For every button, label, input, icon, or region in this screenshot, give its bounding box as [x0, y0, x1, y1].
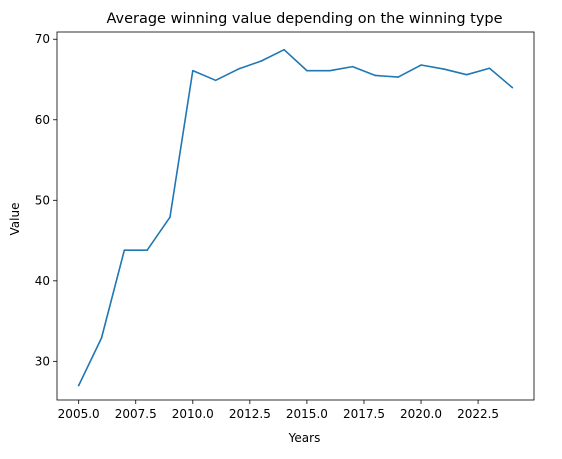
- data-point: [77, 384, 80, 387]
- x-tick-label: 2020.0: [400, 407, 442, 421]
- data-point: [214, 79, 217, 82]
- data-point: [123, 249, 126, 252]
- data-point: [283, 48, 285, 51]
- data-point: [328, 69, 331, 72]
- data-point: [100, 337, 103, 339]
- series-line: [77, 48, 514, 387]
- x-axis-label: Years: [288, 431, 321, 445]
- data-point: [260, 60, 263, 62]
- y-axis-label: Value: [8, 203, 22, 236]
- y-tick-label: 30: [35, 354, 50, 368]
- data-point: [511, 86, 514, 89]
- data-point: [237, 68, 240, 70]
- data-point: [192, 69, 194, 72]
- y-tick-label: 70: [35, 32, 50, 46]
- plot-frame: [56, 31, 535, 401]
- x-tick-label: 2007.5: [115, 407, 157, 421]
- data-point: [306, 69, 308, 72]
- data-point: [397, 76, 400, 78]
- data-point: [443, 68, 445, 70]
- x-axis: 2005.0 2007.5 2010.0 2012.5 2015.0 2017.5 2020…: [58, 400, 499, 421]
- data-point: [351, 65, 354, 68]
- data-point: [146, 249, 148, 252]
- x-tick-label: 2015.0: [286, 407, 328, 421]
- x-tick-label: 2012.5: [229, 407, 271, 421]
- y-tick-label: 60: [35, 113, 50, 127]
- x-tick-label: 2022.5: [457, 407, 499, 421]
- data-point: [374, 74, 377, 77]
- plot-area: [56, 31, 535, 401]
- x-tick-label: 2010.0: [172, 407, 214, 421]
- x-tick-label: 2005.0: [58, 407, 100, 421]
- data-point: [465, 73, 468, 76]
- y-tick-label: 40: [35, 274, 50, 288]
- data-point: [169, 216, 171, 219]
- data-point: [420, 64, 422, 66]
- x-tick-label: 2017.5: [343, 407, 385, 421]
- chart-title: Average winning value depending on the w…: [106, 11, 502, 27]
- data-point: [488, 67, 491, 70]
- y-axis: 30 40 50 60 70: [35, 32, 57, 368]
- y-tick-label: 50: [35, 193, 50, 207]
